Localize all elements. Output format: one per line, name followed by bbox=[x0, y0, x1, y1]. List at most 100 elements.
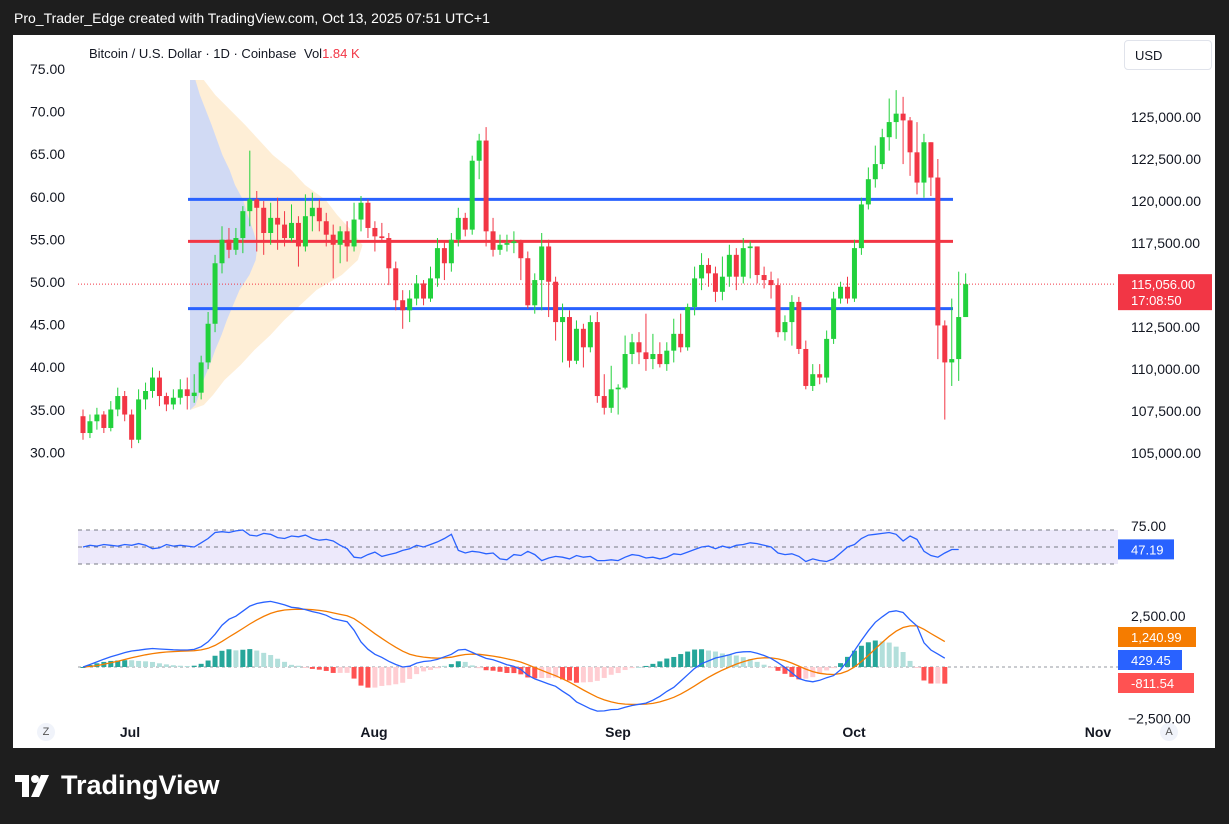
macd-histogram-bar bbox=[407, 667, 413, 679]
candle bbox=[94, 414, 100, 422]
candle bbox=[184, 389, 190, 397]
candle bbox=[573, 328, 579, 361]
price-axis-tick: 110,000.00 bbox=[1131, 361, 1200, 377]
macd-histogram-bar bbox=[935, 667, 941, 684]
candle bbox=[414, 283, 420, 299]
macd-histogram-bar bbox=[122, 660, 128, 667]
macd-histogram-bar bbox=[768, 667, 774, 668]
auto-scale-button[interactable]: A bbox=[1160, 723, 1178, 741]
candle bbox=[851, 248, 857, 299]
candle bbox=[803, 348, 809, 386]
candle bbox=[240, 211, 246, 239]
chart-legend: Bitcoin / U.S. Dollar · 1D · Coinbase Vo… bbox=[89, 46, 360, 61]
candle bbox=[949, 359, 955, 363]
macd-histogram-bar bbox=[636, 666, 642, 668]
macd-histogram-bar bbox=[289, 664, 294, 667]
candle bbox=[615, 387, 621, 390]
candle bbox=[330, 234, 336, 245]
candle bbox=[379, 236, 385, 239]
macd-histogram-bar bbox=[309, 667, 315, 669]
rsi-axis-tick: 75.00 bbox=[1131, 518, 1166, 534]
time-axis-label: Oct bbox=[842, 724, 866, 740]
macd-histogram-bar bbox=[629, 667, 635, 669]
time-axis-label: Aug bbox=[360, 724, 387, 740]
hist-value-label: -811.54 bbox=[1131, 676, 1174, 691]
macd-histogram-bar bbox=[483, 667, 489, 671]
macd-histogram-bar bbox=[254, 650, 260, 667]
candle bbox=[872, 164, 878, 180]
candle bbox=[365, 202, 371, 228]
candle bbox=[838, 286, 844, 299]
macd-histogram-bar bbox=[455, 661, 461, 667]
macd-histogram-bar bbox=[532, 667, 538, 679]
candle bbox=[483, 140, 489, 232]
macd-histogram-bar bbox=[657, 661, 663, 667]
macd-histogram-bar bbox=[615, 667, 621, 674]
candle bbox=[907, 120, 913, 153]
macd-histogram-bar bbox=[129, 660, 135, 667]
macd-histogram-bar bbox=[879, 641, 885, 667]
macd-histogram-bar bbox=[754, 661, 760, 667]
candle bbox=[108, 409, 114, 428]
macd-histogram-bar bbox=[782, 667, 788, 674]
hist-value-badge bbox=[1118, 673, 1194, 693]
macd-histogram-bar bbox=[434, 667, 440, 669]
macd-histogram-bar bbox=[928, 667, 934, 684]
macd-histogram-bar bbox=[824, 667, 830, 671]
macd-histogram-bar bbox=[789, 667, 795, 677]
macd-histogram-bar bbox=[143, 661, 149, 667]
candle bbox=[122, 396, 128, 415]
candle bbox=[393, 268, 399, 301]
candle bbox=[587, 322, 593, 348]
price-axis-tick: 112,500.00 bbox=[1131, 319, 1200, 335]
candle bbox=[879, 137, 885, 165]
candle bbox=[636, 342, 642, 353]
macd-histogram-bar bbox=[733, 655, 739, 667]
currency-button[interactable]: USD bbox=[1124, 40, 1212, 70]
timezone-toggle-button[interactable]: Z bbox=[37, 723, 55, 741]
macd-histogram-bar bbox=[275, 658, 281, 667]
macd-histogram-bar bbox=[184, 665, 190, 667]
macd-histogram-bar bbox=[942, 667, 948, 684]
macd-histogram-bar bbox=[893, 646, 899, 667]
macd-histogram-bar bbox=[414, 667, 420, 675]
candle bbox=[434, 248, 440, 279]
symbol-title[interactable]: Bitcoin / U.S. Dollar · 1D · Coinbase bbox=[89, 46, 297, 61]
candle bbox=[205, 323, 211, 363]
candle bbox=[441, 248, 447, 264]
macd-histogram-bar bbox=[372, 667, 378, 688]
macd-histogram-bar bbox=[671, 656, 677, 667]
candle bbox=[282, 224, 288, 239]
candle bbox=[699, 264, 705, 279]
macd-histogram-bar bbox=[567, 667, 572, 681]
macd-histogram-bar bbox=[539, 667, 545, 679]
macd-histogram-bar bbox=[504, 667, 510, 673]
candle bbox=[309, 207, 315, 217]
macd-histogram-bar bbox=[907, 660, 913, 667]
candle bbox=[323, 221, 329, 235]
macd-histogram-bar bbox=[351, 667, 357, 679]
candle bbox=[295, 222, 301, 247]
candle bbox=[733, 254, 739, 277]
left-axis-tick: 55.00 bbox=[30, 231, 65, 247]
candle bbox=[289, 222, 294, 239]
candle bbox=[163, 396, 169, 405]
candle bbox=[935, 177, 941, 326]
macd-histogram-bar bbox=[851, 650, 857, 667]
signal-value-label: 1,240.99 bbox=[1131, 630, 1182, 645]
candle bbox=[594, 322, 600, 397]
candle bbox=[177, 389, 183, 398]
macd-histogram-bar bbox=[219, 650, 225, 667]
macd-histogram-bar bbox=[295, 665, 301, 667]
rsi-value-label: 47.19 bbox=[1131, 542, 1164, 557]
macd-histogram-bar bbox=[337, 667, 343, 673]
candle bbox=[525, 258, 531, 306]
candle bbox=[351, 219, 357, 247]
candle bbox=[963, 284, 969, 318]
macd-histogram-bar bbox=[518, 667, 524, 675]
macd-line bbox=[82, 600, 946, 712]
candle bbox=[400, 300, 406, 311]
macd-histogram-bar bbox=[511, 667, 517, 674]
candle bbox=[511, 241, 517, 244]
